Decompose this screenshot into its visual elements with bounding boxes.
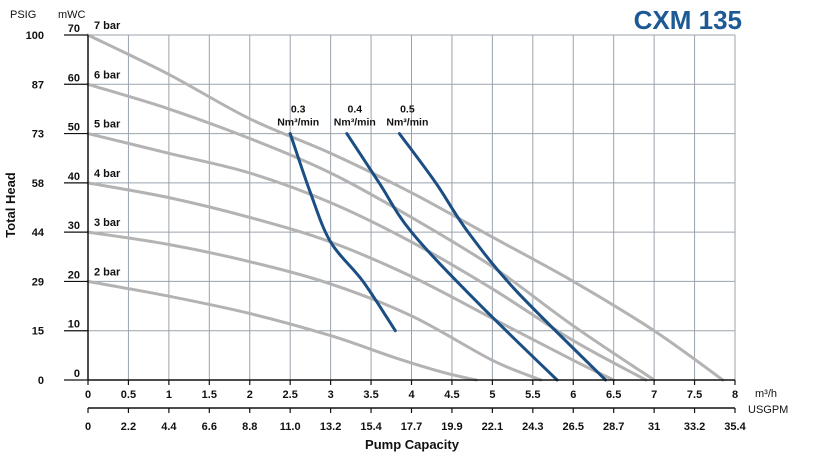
x-tick-label-usgpm: 13.2 (320, 421, 341, 433)
y-tick-label-psig: 87 (32, 79, 44, 91)
x-tick-label-m3h: 4 (408, 389, 415, 401)
y-tick-label-mwc: 30 (68, 220, 80, 232)
x-tick-label-usgpm: 26.5 (563, 421, 584, 433)
x-tick-label-m3h: 3 (328, 389, 334, 401)
axes (64, 34, 736, 413)
pressure-curve-4 (86, 181, 616, 382)
x-tick-label-m3h: 5 (489, 389, 495, 401)
air-curve-0-3 (288, 132, 397, 333)
y-tick-label-psig: 29 (32, 276, 44, 288)
air-curve-0-5 (397, 132, 608, 382)
grid-lines (88, 34, 736, 380)
x-tick-label-usgpm: 2.2 (121, 421, 136, 433)
y-tick-label-mwc: 0 (74, 368, 80, 380)
y-tick-label-psig: 58 (32, 178, 44, 190)
x-tick-label-m3h: 7.5 (687, 389, 702, 401)
air-label-value: 0.4 (347, 104, 362, 116)
x-tick-label-m3h: 5.5 (525, 389, 540, 401)
x-unit-primary: m³/h (755, 388, 777, 400)
x-tick-label-usgpm: 11.0 (280, 421, 301, 433)
labels: 0010152029304440585073608770100000.52.21… (26, 20, 747, 433)
pressure-label: 6 bar (94, 69, 121, 81)
x-tick-label-usgpm: 4.4 (161, 421, 177, 433)
pressure-label: 2 bar (94, 266, 121, 278)
pressure-curve-5 (86, 132, 648, 382)
air-label-unit: Nm³/min (334, 117, 376, 129)
x-tick-label-m3h: 8 (732, 389, 738, 401)
y-tick-label-mwc: 50 (68, 122, 80, 134)
x-tick-label-usgpm: 24.3 (522, 421, 543, 433)
y-tick-label-psig: 15 (32, 326, 44, 338)
y-tick-label-psig: 73 (32, 129, 44, 141)
x-tick-label-usgpm: 31 (648, 421, 660, 433)
pressure-label: 3 bar (94, 217, 121, 229)
pressure-label: 4 bar (94, 168, 121, 180)
x-tick-label-m3h: 6.5 (606, 389, 621, 401)
y-unit-right: mWC (58, 9, 86, 21)
pressure-label: 5 bar (94, 119, 121, 131)
x-tick-label-m3h: 7 (651, 389, 657, 401)
x-tick-label-usgpm: 33.2 (684, 421, 705, 433)
y-tick-label-psig: 100 (26, 30, 44, 42)
x-tick-label-usgpm: 6.6 (202, 421, 217, 433)
x-tick-label-m3h: 2 (247, 389, 253, 401)
chart-title: CXM 135 (634, 5, 742, 35)
x-tick-label-usgpm: 19.9 (441, 421, 462, 433)
x-tick-label-m3h: 2.5 (283, 389, 298, 401)
x-tick-label-m3h: 6 (570, 389, 576, 401)
x-tick-label-m3h: 1 (166, 389, 172, 401)
y-tick-label-mwc: 20 (68, 269, 80, 281)
x-tick-label-m3h: 0.5 (121, 389, 136, 401)
x-axis-title: Pump Capacity (365, 437, 460, 452)
pressure-curve-6 (86, 82, 656, 382)
curves (86, 33, 725, 382)
y-tick-label-mwc: 70 (68, 23, 80, 35)
x-tick-label-m3h: 4.5 (444, 389, 459, 401)
x-tick-label-usgpm: 8.8 (242, 421, 257, 433)
x-tick-label-usgpm: 35.4 (724, 421, 746, 433)
x-tick-label-usgpm: 15.4 (360, 421, 382, 433)
pressure-curve-2 (86, 279, 478, 382)
y-tick-label-mwc: 40 (68, 171, 80, 183)
pressure-curve-3 (86, 230, 543, 382)
x-tick-label-usgpm: 0 (85, 421, 91, 433)
y-tick-label-mwc: 10 (68, 319, 80, 331)
y-tick-label-psig: 44 (32, 227, 45, 239)
y-unit-left: PSIG (10, 9, 36, 21)
x-tick-label-usgpm: 28.7 (603, 421, 624, 433)
y-axis-title: Total Head (3, 172, 18, 238)
air-label-value: 0.5 (400, 104, 415, 116)
y-tick-label-psig: 0 (38, 375, 44, 387)
x-tick-label-m3h: 0 (85, 389, 91, 401)
x-tick-label-m3h: 3.5 (363, 389, 378, 401)
air-label-value: 0.3 (291, 104, 306, 116)
x-tick-label-m3h: 1.5 (202, 389, 217, 401)
x-tick-label-usgpm: 17.7 (401, 421, 422, 433)
air-label-unit: Nm³/min (386, 117, 428, 129)
air-label-unit: Nm³/min (277, 117, 319, 129)
x-tick-label-usgpm: 22.1 (482, 421, 503, 433)
pressure-label: 7 bar (94, 20, 121, 32)
pressure-curve-7 (86, 33, 725, 382)
x-unit-secondary: USGPM (748, 404, 788, 416)
air-curve-0-4 (345, 132, 559, 382)
y-tick-label-mwc: 60 (68, 72, 80, 84)
